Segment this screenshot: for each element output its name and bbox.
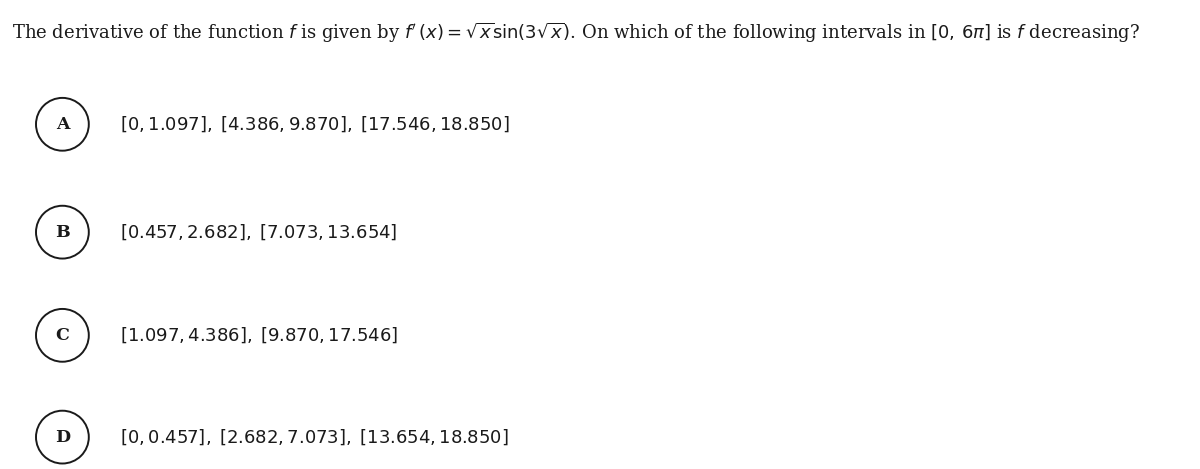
- Text: $[0, 0.457],\; [2.682, 7.073],\; [13.654, 18.850]$: $[0, 0.457],\; [2.682, 7.073],\; [13.654…: [120, 427, 509, 447]
- Text: C: C: [55, 327, 70, 344]
- Text: $[0.457, 2.682],\; [7.073, 13.654]$: $[0.457, 2.682],\; [7.073, 13.654]$: [120, 222, 397, 242]
- Text: The derivative of the function $f$ is given by $f'\,(x) = \sqrt{x}\sin(3\sqrt{x}: The derivative of the function $f$ is gi…: [12, 21, 1140, 45]
- Text: $[0, 1.097],\; [4.386, 9.870],\; [17.546, 18.850]$: $[0, 1.097],\; [4.386, 9.870],\; [17.546…: [120, 114, 510, 134]
- Text: A: A: [55, 116, 70, 133]
- Text: $[1.097, 4.386],\; [9.870, 17.546]$: $[1.097, 4.386],\; [9.870, 17.546]$: [120, 325, 398, 345]
- Text: B: B: [55, 224, 70, 241]
- Text: D: D: [55, 429, 70, 446]
